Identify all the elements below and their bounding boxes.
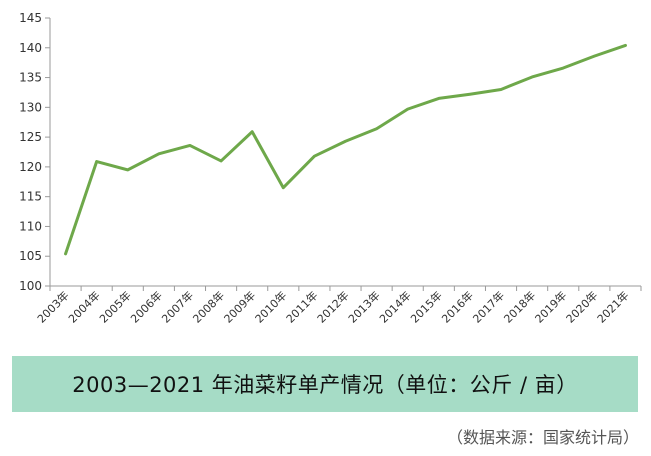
x-axis: 2003年2004年2005年2006年2007年2008年2009年2010年… — [34, 285, 642, 326]
x-tick-label: 2006年 — [128, 288, 165, 325]
y-tick-label: 105 — [19, 249, 42, 263]
x-tick-label: 2015年 — [407, 288, 444, 325]
x-tick-label: 2004年 — [65, 288, 102, 325]
chart-title: 2003—2021 年油菜籽单产情况（单位：公斤 / 亩） — [72, 373, 578, 397]
x-tick-label: 2010年 — [252, 288, 289, 325]
data-point — [126, 168, 129, 172]
x-tick-label: 2019年 — [532, 288, 569, 325]
x-tick-label: 2013年 — [345, 288, 382, 325]
data-source-note: （数据来源：国家统计局） — [446, 428, 639, 447]
data-point — [624, 44, 627, 47]
title-band: 2003—2021 年油菜籽单产情况（单位：公斤 / 亩） — [12, 356, 638, 412]
data-point — [157, 152, 161, 155]
data-point — [64, 252, 67, 256]
x-tick-label: 2016年 — [439, 288, 476, 325]
x-tick-label: 2018年 — [501, 288, 538, 325]
x-tick-label: 2007年 — [159, 288, 196, 325]
y-axis: 100 105 110 115 120 125 130 135 140 145 — [19, 11, 51, 293]
x-tick-label: 2011年 — [283, 288, 320, 325]
y-tick-label: 100 — [19, 279, 42, 293]
data-point — [95, 160, 98, 163]
x-tick-label: 2012年 — [314, 288, 351, 325]
data-point — [406, 107, 409, 111]
x-tick-label: 2005年 — [96, 288, 133, 325]
data-point — [530, 75, 534, 79]
x-tick-label: 2009年 — [221, 288, 258, 325]
data-point — [282, 186, 285, 189]
y-tick-label: 120 — [19, 160, 42, 174]
data-point — [468, 93, 472, 96]
data-point — [593, 54, 596, 58]
x-tick-label: 2017年 — [470, 288, 507, 325]
y-tick-label: 140 — [19, 41, 42, 55]
y-tick-label: 115 — [19, 190, 42, 204]
data-point — [499, 88, 503, 91]
x-tick-label: 2021年 — [594, 288, 631, 325]
x-tick-label: 2003年 — [34, 288, 71, 325]
data-point — [188, 144, 192, 147]
x-tick-label: 2020年 — [563, 288, 600, 325]
y-tick-label: 125 — [19, 130, 42, 144]
data-point — [219, 159, 223, 163]
y-tick-label: 110 — [19, 219, 42, 233]
data-point — [437, 97, 441, 100]
data-point — [313, 154, 316, 158]
x-tick-label: 2014年 — [376, 288, 413, 325]
series — [64, 43, 627, 256]
x-tick-label: 2008年 — [190, 288, 227, 325]
y-tick-label: 135 — [19, 71, 42, 85]
data-point — [250, 130, 254, 133]
data-point — [344, 140, 347, 143]
data-point — [562, 66, 565, 70]
series-line — [64, 43, 627, 256]
y-tick-label: 145 — [19, 11, 42, 25]
line-chart: 100 105 110 115 120 125 130 135 140 145 2003年2004… — [19, 11, 642, 326]
y-tick-label: 130 — [19, 100, 42, 114]
data-point — [375, 127, 378, 130]
